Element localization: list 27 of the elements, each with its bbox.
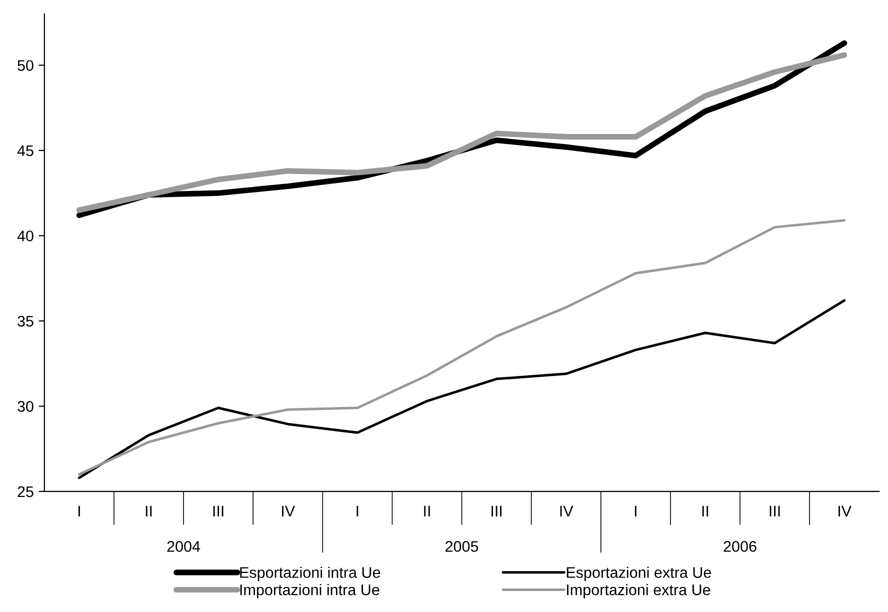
x-tick-label: IV	[838, 506, 852, 516]
x-tick-label: III	[770, 506, 780, 516]
text: 2005	[446, 541, 478, 552]
legend-label: Esportazioni intra Ue	[240, 566, 380, 581]
y-tick-label: 50	[18, 60, 34, 71]
x-tick-label: II	[146, 506, 152, 516]
x-tick-label: IV	[282, 506, 296, 516]
x-tick-label: II	[702, 506, 708, 516]
y-tick-label: 30	[18, 401, 34, 412]
x-tick-label: III	[213, 506, 224, 516]
line-series	[78, 299, 846, 480]
line-series	[78, 219, 846, 476]
x-tick-label: III	[492, 506, 502, 516]
x-tick-label: I	[356, 506, 358, 516]
x-tick-label: I	[634, 506, 636, 516]
legend-label: Esportazioni extra Ue	[566, 566, 712, 581]
legend-label: Importazioni intra Ue	[240, 584, 380, 598]
x-tick-label: II	[424, 506, 430, 516]
y-tick-label: 35	[18, 316, 34, 327]
x-tick-label: IV	[560, 506, 574, 516]
legend-label: Importazioni extra Ue	[567, 584, 710, 598]
text: 2004	[167, 541, 200, 552]
y-tick-label: 25	[18, 486, 34, 498]
text: 2006	[724, 541, 756, 552]
x-tick-label: I	[78, 506, 80, 516]
y-tick-label: 45	[17, 145, 34, 156]
y-tick-label: 40	[17, 230, 34, 242]
